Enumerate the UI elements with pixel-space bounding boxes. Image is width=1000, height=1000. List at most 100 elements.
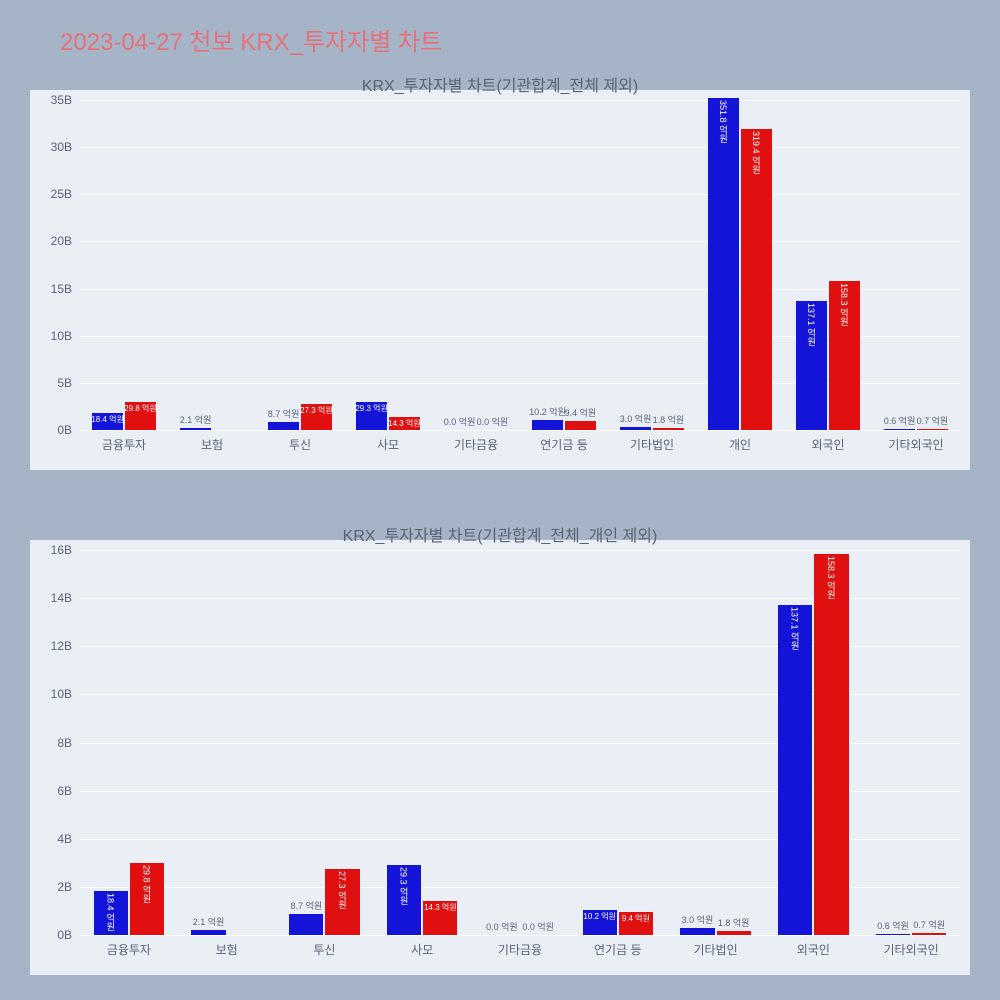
bar-value-label: 29.8 억원 — [124, 403, 157, 414]
x-tick-label: 연기금 등 — [540, 436, 588, 453]
bar-value-label: 137.1 억원 — [805, 303, 818, 346]
bar-value-label: 0.0 억원 — [444, 415, 476, 428]
x-tick-label: 사모 — [411, 941, 433, 958]
bar-value-label: 8.7 억원 — [291, 899, 323, 912]
x-tick-label: 기타금융 — [454, 436, 498, 453]
chart-1-title: KRX_투자자별 차트(기관합계_전체 제외) — [30, 68, 970, 96]
bar-series-b: 9.4 억원 — [619, 912, 653, 935]
chart-2-plot: 0B2B4B6B8B10B12B14B16B18.4 억원29.8 억원2.1 … — [80, 550, 960, 935]
bar-value-label: 14.3 억원 — [388, 418, 421, 429]
bar-series-b: 14.3 억원 — [423, 901, 457, 935]
bar-value-label: 1.8 억원 — [653, 413, 685, 426]
bar-series-a: 137.1 억원 — [796, 301, 827, 430]
bar-value-label: 14.3 억원 — [424, 902, 457, 913]
bar-value-label: 0.7 억원 — [917, 414, 949, 427]
gridline — [80, 194, 960, 195]
bar-series-a: 18.4 억원 — [92, 413, 123, 430]
chart-2-title: KRX_투자자별 차트(기관합계_전체_개인 제외) — [30, 518, 970, 546]
bar-value-label: 319.4 억원 — [750, 131, 763, 174]
bar-value-label: 8.7 억원 — [268, 407, 300, 420]
y-tick-label: 2B — [57, 880, 72, 894]
x-tick-label: 금융투자 — [107, 941, 151, 958]
bar-value-label: 0.0 억원 — [522, 920, 554, 933]
bar-value-label: 137.1 억원 — [789, 607, 802, 650]
bar-value-label: 18.4 억원 — [104, 893, 117, 931]
bar-value-label: 0.0 억원 — [486, 920, 518, 933]
chart-2-xaxis: 금융투자보험투신사모기타금융연기금 등기타법인외국인기타외국인 — [80, 935, 960, 965]
bar-series-a: 8.7 억원 — [289, 914, 323, 935]
x-tick-label: 보험 — [216, 941, 238, 958]
bar-series-a: 29.3 억원 — [356, 402, 387, 430]
bar-series-b: 29.8 억원 — [130, 863, 164, 935]
bar-series-a: 18.4 억원 — [94, 891, 128, 935]
y-tick-label: 0B — [57, 423, 72, 437]
y-tick-label: 4B — [57, 832, 72, 846]
bar-value-label: 0.6 억원 — [877, 919, 909, 932]
bar-value-label: 2.1 억원 — [180, 413, 212, 426]
bar-series-b: 158.3 억원 — [814, 554, 848, 935]
gridline — [80, 100, 960, 101]
bar-value-label: 2.1 억원 — [193, 915, 225, 928]
bar-series-b: 27.3 억원 — [301, 404, 332, 430]
bar-value-label: 158.3 억원 — [838, 283, 851, 326]
y-tick-label: 10B — [51, 687, 72, 701]
y-tick-label: 6B — [57, 784, 72, 798]
chart-1-plot: 0B5B10B15B20B25B30B35B18.4 억원29.8 억원2.1 … — [80, 100, 960, 430]
bar-value-label: 1.8 억원 — [718, 916, 750, 929]
y-tick-label: 15B — [51, 282, 72, 296]
gridline — [80, 383, 960, 384]
bar-value-label: 10.2 억원 — [583, 911, 616, 922]
bar-value-label: 9.4 억원 — [565, 406, 597, 419]
bar-value-label: 351.8 억원 — [717, 100, 730, 143]
bar-value-label: 27.3 억원 — [300, 405, 333, 416]
x-tick-label: 금융투자 — [102, 436, 146, 453]
y-tick-label: 20B — [51, 234, 72, 248]
y-tick-label: 12B — [51, 639, 72, 653]
y-tick-label: 5B — [57, 376, 72, 390]
bar-series-b: 158.3 억원 — [829, 281, 860, 430]
bar-value-label: 0.0 억원 — [477, 415, 509, 428]
x-tick-label: 투신 — [289, 436, 311, 453]
x-tick-label: 기타외국인 — [884, 941, 939, 958]
gridline — [80, 550, 960, 551]
x-tick-label: 보험 — [201, 436, 223, 453]
gridline — [80, 336, 960, 337]
chart-1-xaxis: 금융투자보험투신사모기타금융연기금 등기타법인개인외국인기타외국인 — [80, 430, 960, 460]
gridline — [80, 289, 960, 290]
bar-value-label: 18.4 억원 — [91, 414, 124, 425]
bar-series-a: 137.1 억원 — [778, 605, 812, 935]
bar-series-a: 10.2 억원 — [583, 910, 617, 935]
chart-1: KRX_투자자별 차트(기관합계_전체 제외) 0B5B10B15B20B25B… — [30, 90, 970, 470]
x-tick-label: 기타법인 — [693, 941, 737, 958]
bar-value-label: 27.3 억원 — [336, 871, 349, 909]
y-tick-label: 8B — [57, 736, 72, 750]
bar-series-b: 14.3 억원 — [389, 417, 420, 430]
y-tick-label: 16B — [51, 543, 72, 557]
bar-series-a: 351.8 억원 — [708, 98, 739, 430]
bar-value-label: 0.7 억원 — [913, 918, 945, 931]
y-tick-label: 10B — [51, 329, 72, 343]
bar-value-label: 29.3 억원 — [355, 403, 388, 414]
gridline — [80, 147, 960, 148]
chart-2: KRX_투자자별 차트(기관합계_전체_개인 제외) 0B2B4B6B8B10B… — [30, 540, 970, 975]
x-tick-label: 기타금융 — [498, 941, 542, 958]
bar-series-b: 9.4 억원 — [565, 421, 596, 430]
y-tick-label: 14B — [51, 591, 72, 605]
page-title: 2023-04-27 천보 KRX_투자자별 차트 — [60, 22, 442, 57]
bar-series-a: 10.2 억원 — [532, 420, 563, 430]
x-tick-label: 투신 — [313, 941, 335, 958]
bar-value-label: 10.2 억원 — [529, 405, 566, 418]
bar-value-label: 3.0 억원 — [682, 913, 714, 926]
x-tick-label: 개인 — [729, 436, 751, 453]
x-tick-label: 기타법인 — [630, 436, 674, 453]
bar-value-label: 29.8 억원 — [140, 865, 153, 903]
x-tick-label: 외국인 — [811, 436, 844, 453]
gridline — [80, 241, 960, 242]
bar-series-b: 319.4 억원 — [741, 129, 772, 430]
x-tick-label: 연기금 등 — [594, 941, 642, 958]
y-tick-label: 0B — [57, 928, 72, 942]
y-tick-label: 25B — [51, 187, 72, 201]
bar-value-label: 3.0 억원 — [620, 412, 652, 425]
bar-series-a: 8.7 억원 — [268, 422, 299, 430]
x-tick-label: 사모 — [377, 436, 399, 453]
